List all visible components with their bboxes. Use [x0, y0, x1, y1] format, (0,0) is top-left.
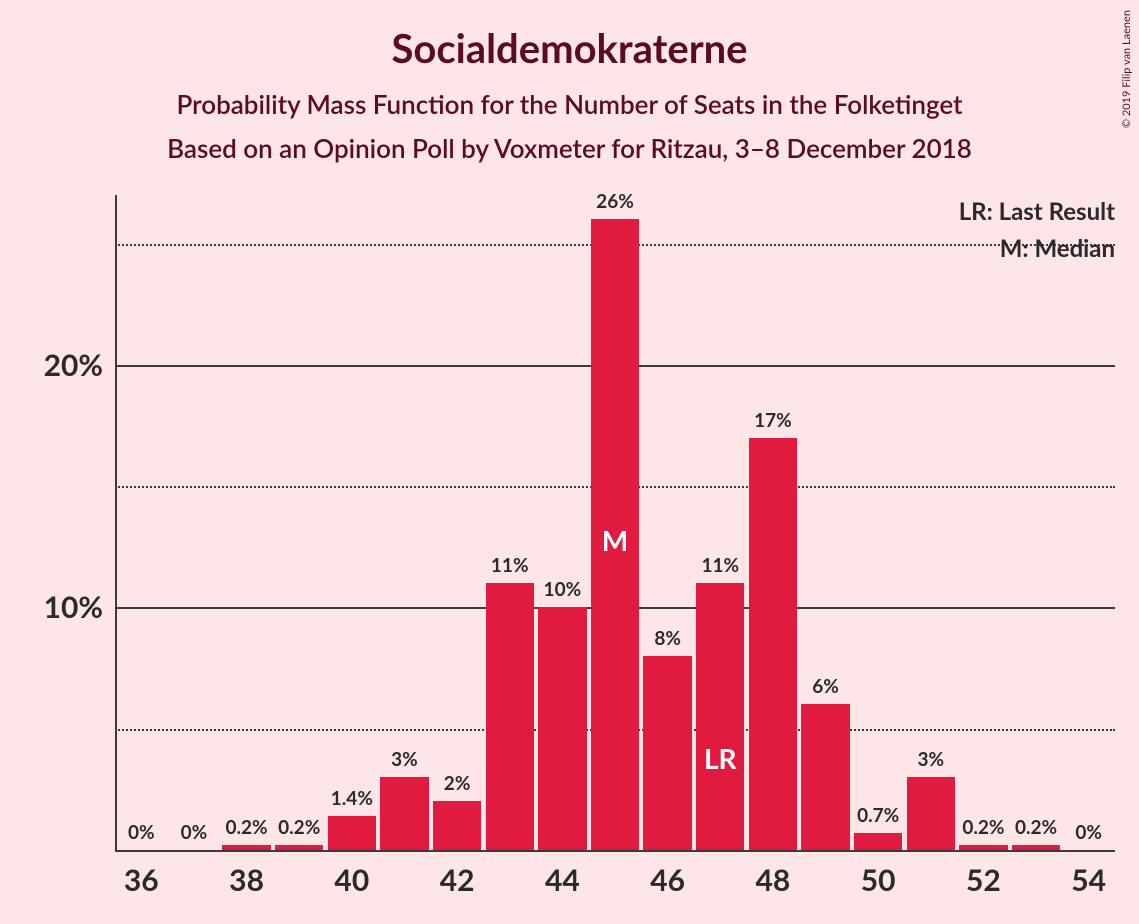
bar-value-label: 0.2%	[226, 816, 268, 845]
gridline-major	[115, 850, 1115, 852]
bar-value-label: 0.2%	[962, 816, 1004, 845]
bar: 0.2%	[222, 845, 270, 850]
bar: 3%	[907, 777, 955, 850]
chart-title: Socialdemokraterne	[0, 0, 1139, 72]
y-axis-label: 20%	[44, 347, 115, 383]
bar: 0.2%	[959, 845, 1007, 850]
last-result-marker: LR	[704, 741, 737, 775]
bar: 10%	[538, 607, 586, 850]
bar-value-label: 6%	[812, 675, 839, 704]
bar-value-label: 0%	[1075, 821, 1102, 850]
x-axis-label: 50	[861, 850, 896, 898]
bar: 2%	[433, 801, 481, 850]
bar: 0.2%	[1012, 845, 1060, 850]
bar: 6%	[801, 704, 849, 850]
chart-subtitle-1: Probability Mass Function for the Number…	[0, 72, 1139, 120]
y-axis-label: 10%	[44, 589, 115, 625]
x-axis-label: 54	[1071, 850, 1106, 898]
bar: 11%LR	[696, 583, 744, 850]
bar: 0.2%	[275, 845, 323, 850]
x-axis-label: 48	[755, 850, 790, 898]
bar-value-label: 1.4%	[331, 787, 373, 816]
bar-value-label: 10%	[544, 578, 582, 607]
bar-value-label: 3%	[391, 748, 418, 777]
bar: 1.4%	[328, 816, 376, 850]
chart-subtitle-2: Based on an Opinion Poll by Voxmeter for…	[0, 120, 1139, 164]
bar: 11%	[486, 583, 534, 850]
x-axis-label: 44	[545, 850, 580, 898]
x-axis-label: 38	[229, 850, 264, 898]
copyright-text: © 2019 Filip van Laenen	[1120, 10, 1133, 128]
bar-value-label: 0.2%	[278, 816, 320, 845]
bar-value-label: 17%	[754, 409, 792, 438]
bar: 3%	[380, 777, 428, 850]
bar-value-label: 0%	[181, 821, 208, 850]
x-axis-label: 46	[650, 850, 685, 898]
median-marker: M	[602, 523, 628, 557]
legend: LR: Last ResultM: Median	[959, 197, 1115, 263]
bar-value-label: 0.7%	[857, 804, 899, 833]
bar: 17%	[749, 438, 797, 850]
bar-value-label: 11%	[491, 554, 529, 583]
x-axis-label: 36	[124, 850, 159, 898]
chart-plot-area: 10%20%36384042444648505254LR: Last Resul…	[115, 195, 1115, 850]
y-axis	[115, 195, 117, 850]
x-axis-label: 52	[966, 850, 1001, 898]
bar-value-label: 11%	[701, 554, 739, 583]
legend-lr: LR: Last Result	[959, 197, 1115, 226]
bar-value-label: 8%	[654, 627, 681, 656]
bar-value-label: 26%	[596, 190, 634, 219]
bar: 8%	[643, 656, 691, 850]
bar: 0.7%	[854, 833, 902, 850]
bar-value-label: 3%	[917, 748, 944, 777]
legend-m: M: Median	[959, 226, 1115, 263]
bar-value-label: 0.2%	[1015, 816, 1057, 845]
x-axis-label: 42	[440, 850, 475, 898]
bar-value-label: 0%	[128, 821, 155, 850]
bar-value-label: 2%	[444, 772, 471, 801]
x-axis-label: 40	[334, 850, 369, 898]
bar: 26%M	[591, 219, 639, 850]
